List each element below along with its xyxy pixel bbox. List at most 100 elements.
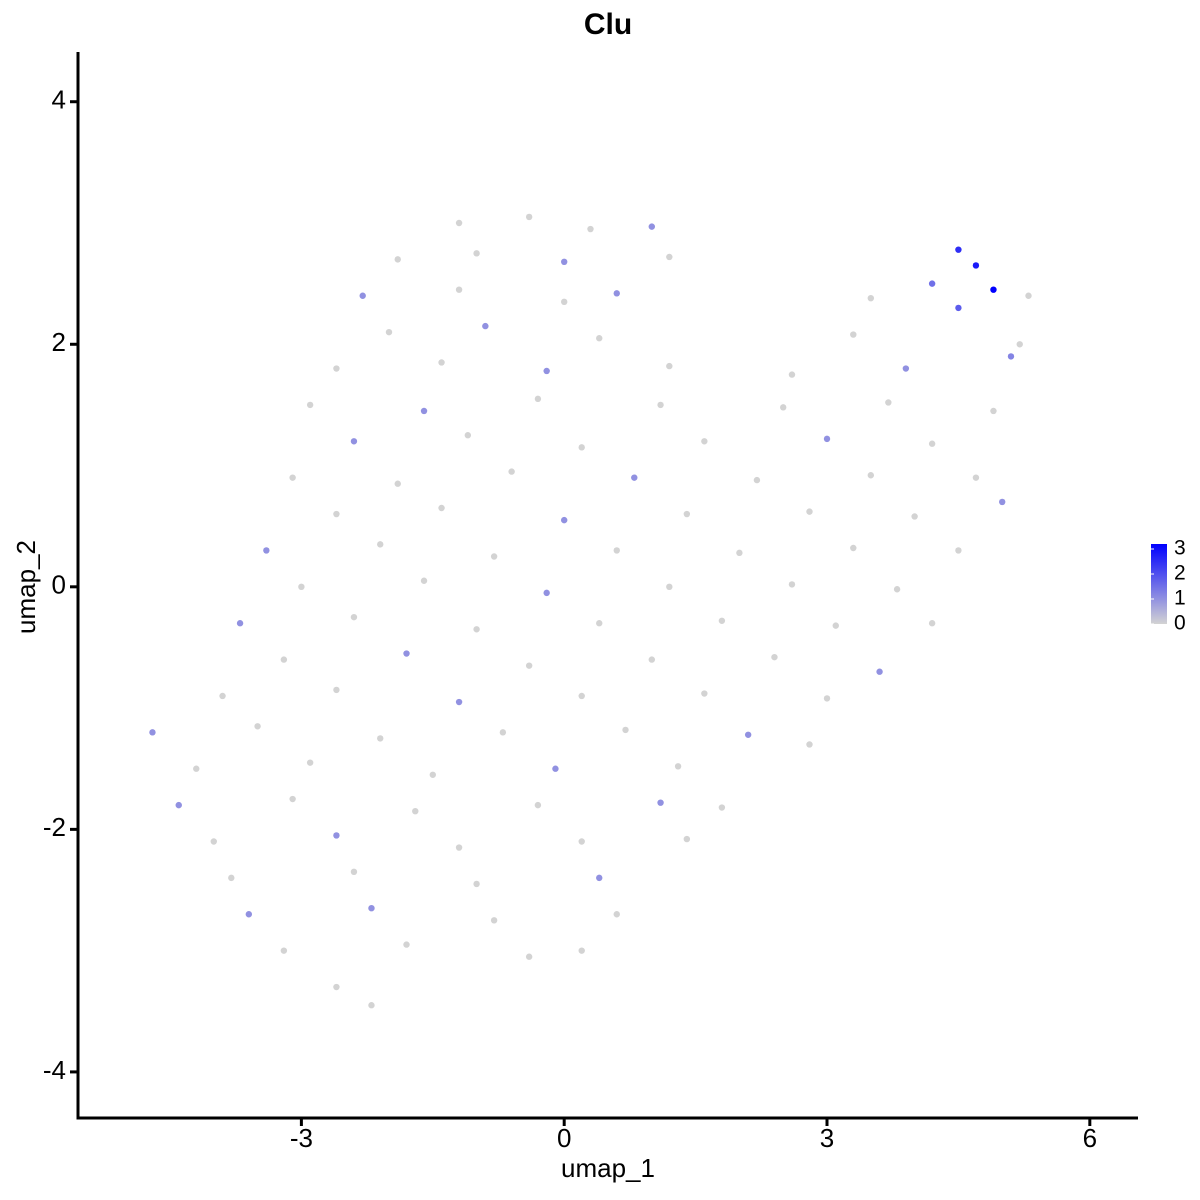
point [955, 304, 962, 312]
point [701, 438, 708, 445]
color-tick-label: 2 [1174, 562, 1186, 585]
point [359, 292, 366, 299]
point [219, 692, 226, 700]
point [587, 225, 594, 233]
point [885, 399, 892, 406]
point [333, 983, 340, 991]
point [263, 547, 270, 554]
point [674, 763, 682, 770]
point [438, 504, 445, 512]
point [780, 404, 787, 411]
point [280, 656, 288, 663]
point [333, 510, 340, 518]
point [236, 620, 244, 627]
point [666, 583, 673, 591]
chart-title: Clu [584, 8, 632, 41]
point [560, 516, 568, 524]
point [560, 298, 568, 306]
point [850, 544, 857, 552]
point [525, 213, 533, 221]
point [543, 367, 550, 375]
point [911, 513, 918, 520]
point [333, 832, 340, 839]
point [902, 365, 910, 372]
point [928, 280, 936, 287]
point [560, 258, 568, 266]
point [613, 290, 620, 297]
x-tick-label: 3 [820, 1123, 834, 1153]
point [175, 801, 182, 809]
point [377, 541, 384, 548]
point [429, 771, 436, 778]
point [403, 650, 410, 657]
point [990, 407, 997, 415]
point [552, 765, 559, 772]
point [508, 468, 515, 475]
point [210, 838, 217, 845]
color-tick-label: 3 [1174, 537, 1186, 560]
point [280, 947, 288, 954]
point [806, 508, 813, 515]
point [596, 335, 603, 342]
point [482, 322, 489, 330]
point [666, 362, 673, 370]
point [350, 613, 358, 621]
point [955, 547, 962, 554]
point [867, 294, 875, 302]
point [394, 256, 401, 263]
point [306, 401, 314, 409]
point [928, 440, 936, 447]
y-tick-label: 4 [52, 85, 66, 115]
point [999, 498, 1006, 506]
point [613, 547, 620, 554]
point [736, 549, 743, 557]
point [455, 844, 463, 851]
point [771, 653, 778, 661]
point [622, 726, 629, 734]
point [596, 874, 603, 882]
y-tick-label: -4 [43, 1055, 66, 1085]
point [490, 917, 498, 924]
point [876, 668, 883, 675]
point [631, 474, 638, 481]
point [525, 953, 533, 960]
y-tick-label: 0 [52, 570, 66, 600]
point [1025, 292, 1032, 299]
point [350, 868, 358, 876]
point [420, 577, 428, 584]
point [534, 395, 542, 403]
point [368, 1002, 375, 1009]
point [806, 741, 813, 748]
point [420, 407, 428, 415]
point [350, 438, 358, 445]
point [333, 365, 340, 372]
point [955, 246, 962, 253]
point [972, 262, 980, 269]
point [578, 444, 585, 451]
y-axis-label: umap_2 [11, 540, 41, 634]
point [525, 662, 533, 669]
point [473, 880, 480, 888]
x-tick-label: 0 [557, 1123, 571, 1153]
y-tick-label: 2 [52, 327, 66, 357]
point [823, 695, 831, 702]
point [832, 622, 839, 629]
point [543, 589, 550, 597]
point [928, 620, 936, 627]
point [254, 723, 261, 730]
point [473, 250, 480, 257]
point [298, 583, 305, 591]
point [228, 874, 235, 882]
point [666, 253, 673, 261]
point [788, 581, 796, 588]
point [683, 510, 691, 518]
point [455, 219, 463, 227]
point [753, 476, 761, 484]
point [596, 620, 603, 627]
point [744, 731, 752, 738]
color-tick-label: 0 [1174, 612, 1186, 635]
point [368, 904, 375, 912]
point [455, 698, 463, 706]
point [534, 801, 542, 809]
